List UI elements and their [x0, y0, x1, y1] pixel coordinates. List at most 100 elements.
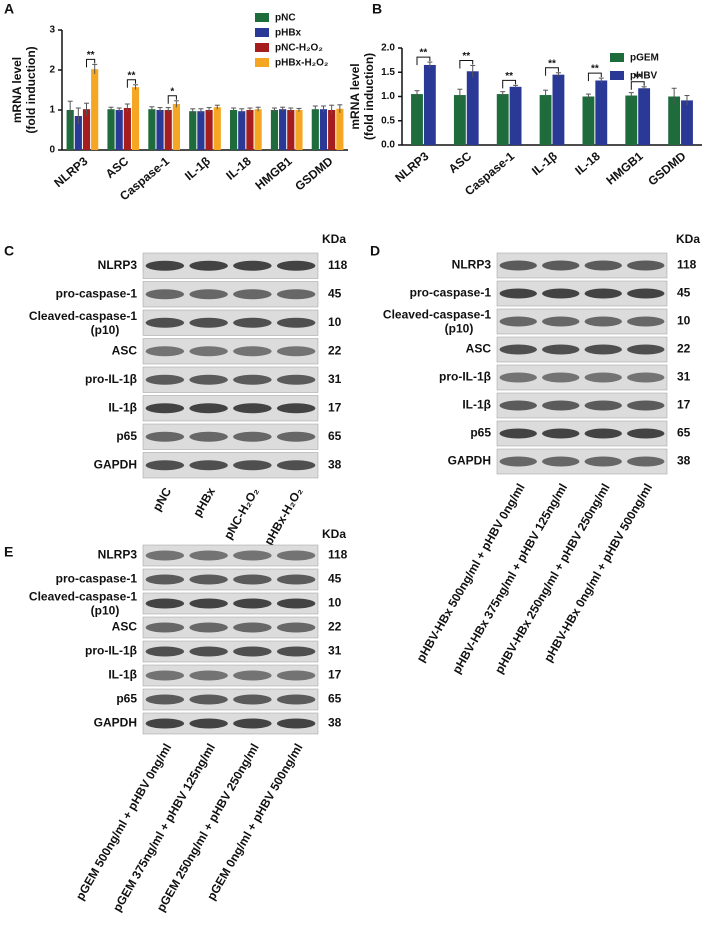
blot-band	[145, 431, 185, 442]
blot-band	[584, 288, 622, 299]
y-axis-label: mRNA level	[348, 63, 362, 129]
blot-band	[542, 260, 580, 271]
bar	[328, 110, 336, 150]
kda-label: 22	[677, 342, 691, 356]
row-label: pro-IL-1β	[85, 644, 137, 658]
bar	[595, 80, 608, 145]
bar	[423, 64, 436, 145]
blot-band	[276, 574, 316, 585]
row-label: pro-caspase-1	[56, 286, 138, 300]
blot-band	[145, 374, 185, 385]
bar	[230, 110, 238, 150]
blot-band	[627, 260, 665, 271]
legend-label: pGEM	[630, 53, 659, 64]
y-axis-label: mRNA level	[10, 57, 24, 123]
bar	[148, 109, 156, 150]
bar	[270, 110, 279, 150]
kda-label: 17	[328, 400, 342, 414]
blot-band	[233, 460, 272, 471]
kda-label: 45	[677, 286, 691, 300]
blot-band	[233, 598, 272, 609]
kda-label: 22	[328, 620, 342, 634]
blot-band	[233, 622, 272, 633]
kda-label: 65	[677, 426, 691, 440]
kda-label: 118	[677, 258, 697, 272]
bar	[681, 100, 693, 145]
legend-swatch	[255, 28, 269, 37]
bar	[552, 74, 565, 145]
y-tick-label: 0	[49, 145, 55, 156]
blot-band	[499, 428, 537, 439]
y-axis-label: (fold induction)	[362, 53, 376, 140]
x-tick-label: GSDMD	[645, 149, 688, 189]
significance-label: **	[634, 72, 642, 83]
significance-label: **	[591, 64, 599, 75]
panel-label: B	[372, 1, 382, 17]
blot-band	[542, 456, 580, 467]
row-label: p65	[116, 429, 137, 443]
blot-strip	[142, 592, 319, 615]
kda-label: 38	[328, 716, 342, 730]
blot-band	[189, 670, 228, 681]
blot-band	[189, 622, 228, 633]
blot-band	[233, 646, 272, 657]
lane-label: pNC	[150, 485, 175, 514]
bar	[66, 110, 74, 150]
bar	[205, 110, 213, 150]
row-label: p65	[470, 426, 491, 440]
blot-band	[499, 456, 537, 467]
bar	[123, 108, 131, 150]
blot-band	[189, 598, 228, 609]
blot-band	[233, 718, 272, 729]
lane-label: pGEM 0ng/ml + pHBV 500ng/ml	[204, 741, 305, 902]
bar	[131, 87, 140, 150]
lane-label: pHBx	[190, 485, 218, 519]
kda-label: 65	[328, 692, 342, 706]
blot-strip	[142, 544, 319, 567]
row-label: p65	[116, 692, 137, 706]
blot-band	[584, 400, 622, 411]
row-label: IL-1β	[108, 400, 137, 414]
blot-band	[145, 646, 185, 657]
kda-label: 22	[328, 343, 342, 357]
legend-label: pHBV	[630, 71, 658, 82]
blot-band	[189, 718, 228, 729]
row-label: pro-caspase-1	[56, 572, 138, 586]
significance-bracket	[587, 72, 602, 82]
blot-band	[189, 346, 228, 357]
row-label: NLRP3	[98, 258, 138, 272]
blot-band	[233, 374, 272, 385]
blot-band	[584, 260, 622, 271]
y-tick-label: 3	[49, 25, 55, 36]
significance-bracket	[416, 56, 431, 66]
significance-bracket	[126, 79, 137, 88]
bar	[287, 110, 295, 150]
bar	[197, 111, 205, 150]
x-tick-label: ASC	[103, 154, 132, 181]
bar	[668, 96, 681, 145]
kda-label: 17	[677, 398, 691, 412]
blot-band	[627, 456, 665, 467]
y-tick-label: 1	[49, 105, 55, 116]
panel-label: A	[4, 1, 14, 17]
bar	[107, 109, 115, 150]
x-tick-label: NLRP3	[392, 149, 431, 185]
kda-label: 118	[328, 258, 348, 272]
significance-bracket	[630, 81, 645, 90]
bar	[625, 95, 638, 145]
blot-band	[189, 317, 228, 328]
blot-band	[499, 400, 537, 411]
blot-band	[233, 550, 272, 561]
x-tick-label: HMGB1	[603, 149, 645, 188]
blot-band	[233, 346, 272, 357]
significance-bracket	[459, 59, 474, 69]
blot-band	[276, 346, 316, 357]
significance-bracket	[86, 58, 96, 68]
bar	[638, 88, 651, 145]
panel-label: D	[370, 243, 380, 259]
blot-band	[276, 646, 316, 657]
blot-band	[145, 670, 185, 681]
blot-band	[145, 289, 185, 300]
x-tick-label: GSDMD	[292, 154, 335, 194]
